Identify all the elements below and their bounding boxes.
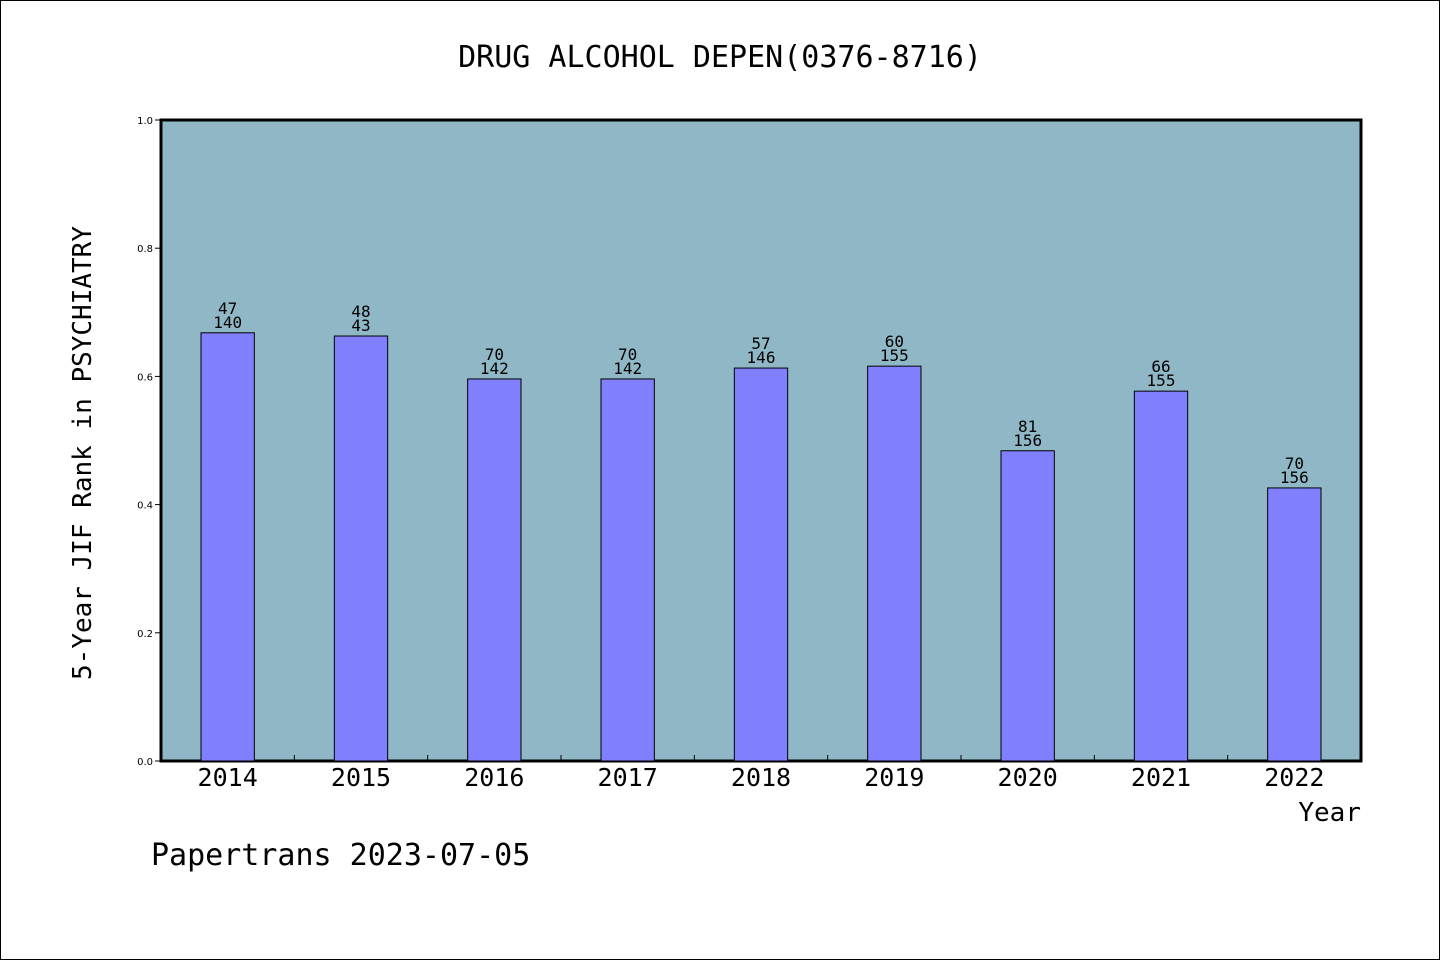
y-tick-label: 0.0	[137, 757, 153, 768]
y-axis-label: 5-Year JIF Rank in PSYCHIATRY	[68, 226, 98, 680]
bar-2019	[867, 365, 922, 762]
bar-label-rank-2014: 47	[218, 299, 237, 318]
bar-label-rank-2020: 81	[1018, 417, 1037, 436]
bar-label-total-2021: 155	[1147, 371, 1176, 390]
bar-label-total-2020: 156	[1013, 431, 1042, 450]
bars-layer: 4714048437014270142571466015581156661557…	[200, 299, 1322, 762]
x-tick-label-2018: 2018	[731, 763, 791, 792]
bar-label-total-2016: 142	[480, 359, 509, 378]
bar-2016	[467, 378, 522, 762]
bar-2021	[1133, 390, 1189, 762]
x-axis-ticks: 2014 2015 2016 2017 2018 2019 2020 2021 2022	[198, 755, 1324, 792]
x-tick-label-2019: 2019	[864, 763, 924, 792]
bar-2018	[733, 367, 789, 762]
chart-title: DRUG ALCOHOL DEPEN(0376-8716)	[458, 40, 982, 75]
y-axis-ticks: 0.0 0.2 0.4 0.6 0.8 1.0	[137, 116, 161, 768]
x-tick-label-2022: 2022	[1264, 763, 1324, 792]
bar-label-total-2015: 43	[351, 316, 370, 335]
y-tick-label: 0.2	[137, 629, 153, 640]
bar-label-rank-2016: 70	[485, 345, 504, 364]
bar-label-total-2022: 156	[1280, 468, 1309, 487]
y-tick-label: 1.0	[137, 116, 153, 127]
x-tick-label-2014: 2014	[198, 763, 258, 792]
x-tick-label-2020: 2020	[998, 763, 1058, 792]
x-tick-label-2017: 2017	[598, 763, 658, 792]
bar-2022	[1267, 487, 1322, 762]
bar-label-rank-2018: 57	[751, 334, 770, 353]
bar-2015	[333, 335, 389, 762]
bar-2017	[600, 378, 655, 762]
bar-label-rank-2021: 66	[1151, 357, 1170, 376]
bar-2020	[1000, 450, 1055, 762]
y-tick-label: 0.8	[137, 244, 153, 255]
footer-watermark: Papertrans 2023-07-05	[151, 838, 530, 873]
y-tick-label: 0.4	[137, 501, 153, 512]
bar-label-total-2019: 155	[880, 346, 909, 365]
y-tick-label: 0.6	[137, 372, 153, 383]
x-tick-label-2016: 2016	[464, 763, 524, 792]
x-axis-label: Year	[1298, 798, 1361, 828]
bar-label-rank-2019: 60	[885, 332, 904, 351]
bar-label-total-2018: 146	[747, 348, 776, 367]
bar-2014	[200, 332, 255, 762]
bar-label-rank-2015: 48	[351, 302, 370, 321]
bar-label-total-2017: 142	[613, 359, 642, 378]
bar-label-total-2014: 140	[213, 313, 242, 332]
bar-label-rank-2017: 70	[618, 345, 637, 364]
x-tick-label-2015: 2015	[331, 763, 391, 792]
bar-label-rank-2022: 70	[1285, 454, 1304, 473]
x-tick-label-2021: 2021	[1131, 763, 1191, 792]
